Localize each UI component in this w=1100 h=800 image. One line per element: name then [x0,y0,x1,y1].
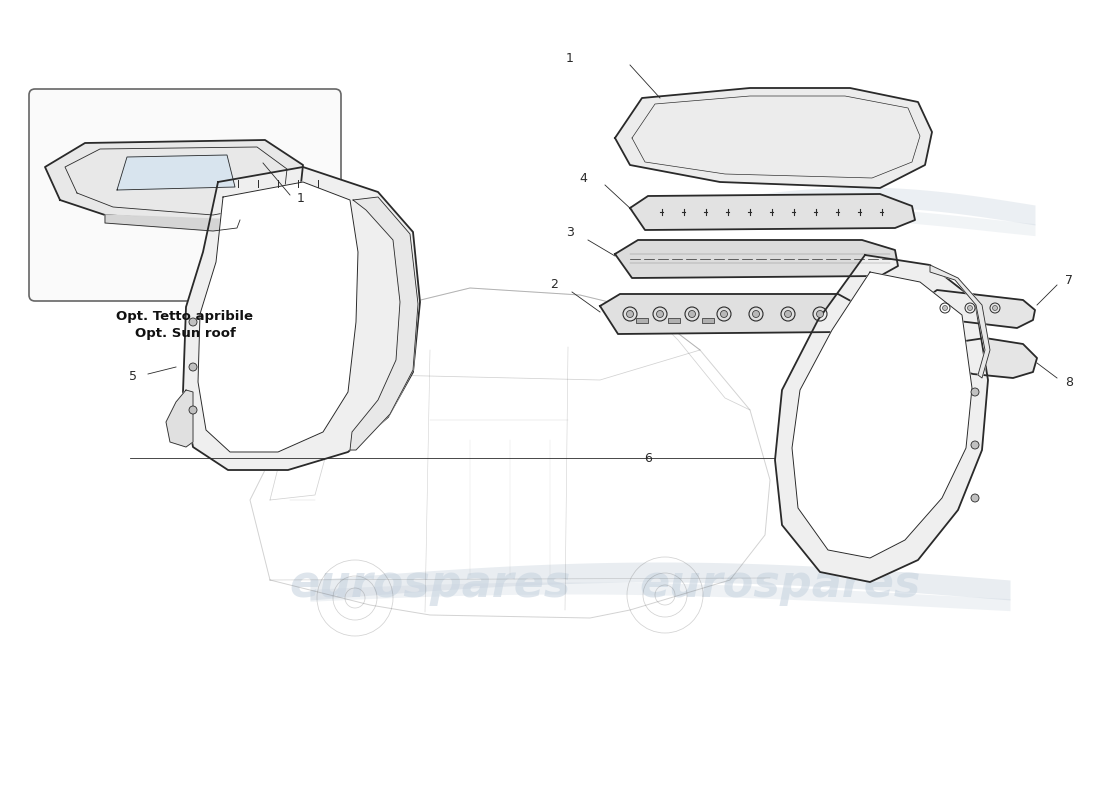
Polygon shape [166,390,192,447]
Polygon shape [104,215,240,231]
Circle shape [189,318,197,326]
Polygon shape [198,182,358,452]
Text: 1: 1 [566,51,574,65]
Polygon shape [923,290,1035,328]
Circle shape [189,406,197,414]
Polygon shape [615,88,932,188]
Text: 7: 7 [1065,274,1072,286]
Polygon shape [930,265,990,378]
Circle shape [657,310,663,318]
FancyBboxPatch shape [29,89,341,301]
Polygon shape [792,272,972,558]
Text: 2: 2 [550,278,558,291]
Text: 4: 4 [579,171,587,185]
Circle shape [971,494,979,502]
Text: eurospares: eurospares [636,193,865,227]
Polygon shape [927,338,1037,378]
Circle shape [189,363,197,371]
Circle shape [971,388,979,396]
Circle shape [971,441,979,449]
Bar [668,318,680,323]
Circle shape [752,310,759,318]
Circle shape [968,306,972,310]
Bar [636,318,648,323]
Text: 8: 8 [1065,377,1072,390]
Text: eurospares: eurospares [86,188,315,222]
Polygon shape [776,255,988,582]
Circle shape [816,310,824,318]
Polygon shape [45,140,303,223]
Polygon shape [630,194,915,230]
Text: Opt. Sun roof: Opt. Sun roof [134,327,235,340]
Polygon shape [117,155,235,190]
Circle shape [992,306,998,310]
Circle shape [627,310,634,318]
Bar [702,318,714,323]
Polygon shape [600,294,860,334]
Text: Opt. Tetto apribile: Opt. Tetto apribile [117,310,253,323]
Circle shape [720,310,727,318]
Polygon shape [615,240,898,278]
Text: 3: 3 [566,226,574,239]
Circle shape [943,306,947,310]
Text: eurospares: eurospares [639,563,921,606]
Text: 6: 6 [645,451,652,465]
Text: 1: 1 [297,193,305,206]
Circle shape [689,310,695,318]
Polygon shape [350,197,418,450]
Polygon shape [183,167,420,470]
Circle shape [784,310,792,318]
Text: 5: 5 [129,370,138,382]
Text: eurospares: eurospares [289,563,571,606]
